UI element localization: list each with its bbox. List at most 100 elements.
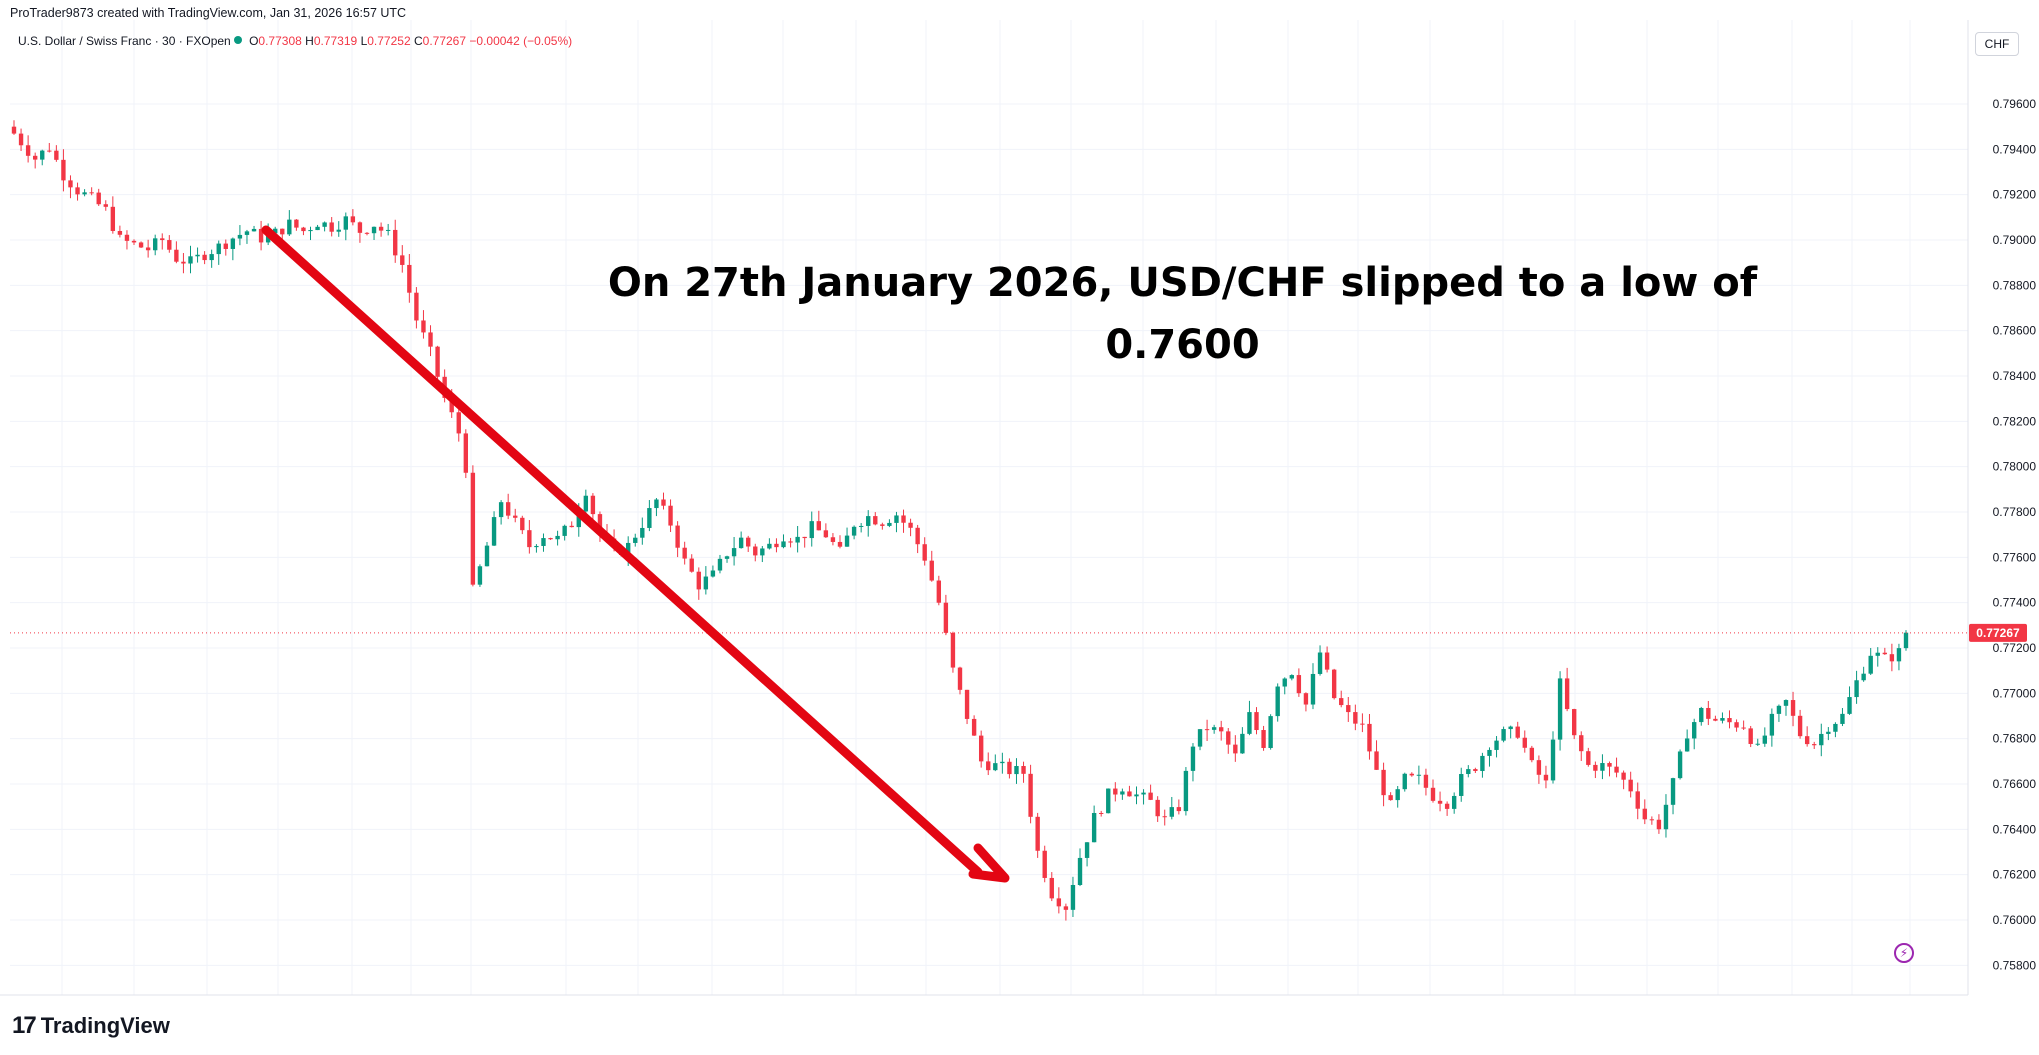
candle[interactable] xyxy=(1734,719,1739,732)
candle[interactable] xyxy=(1204,719,1210,742)
currency-button[interactable]: CHF xyxy=(1975,32,2019,56)
candle[interactable] xyxy=(484,542,490,567)
candle[interactable] xyxy=(760,546,765,563)
candle[interactable] xyxy=(75,182,80,201)
candle[interactable] xyxy=(978,730,984,768)
candle[interactable] xyxy=(11,120,17,135)
candle[interactable] xyxy=(1106,788,1111,814)
candle[interactable] xyxy=(1148,784,1153,801)
candle[interactable] xyxy=(682,541,687,565)
candle[interactable] xyxy=(901,509,906,533)
candle[interactable] xyxy=(400,245,405,273)
candle[interactable] xyxy=(110,196,116,234)
candle[interactable] xyxy=(986,752,991,776)
candle[interactable] xyxy=(1402,772,1407,792)
candle[interactable] xyxy=(957,666,963,695)
candle[interactable] xyxy=(1310,663,1316,710)
candle[interactable] xyxy=(216,240,221,265)
candle[interactable] xyxy=(68,175,73,199)
candle[interactable] xyxy=(1409,772,1415,777)
candle[interactable] xyxy=(1169,796,1174,820)
candle[interactable] xyxy=(774,538,779,553)
candle[interactable] xyxy=(541,533,546,552)
candle[interactable] xyxy=(661,492,666,510)
candle[interactable] xyxy=(96,188,101,206)
candle[interactable] xyxy=(301,226,306,236)
candle[interactable] xyxy=(505,493,511,520)
candle[interactable] xyxy=(717,554,723,574)
candle[interactable] xyxy=(647,500,652,532)
lightning-icon[interactable]: ⚡ xyxy=(1894,943,1914,963)
candle[interactable] xyxy=(788,537,793,548)
candle[interactable] xyxy=(1247,700,1252,736)
candle[interactable] xyxy=(244,229,250,244)
candle[interactable] xyxy=(710,565,716,578)
candle[interactable] xyxy=(124,230,130,250)
candle[interactable] xyxy=(1783,699,1789,716)
candle[interactable] xyxy=(1317,645,1323,676)
candle[interactable] xyxy=(167,235,172,253)
candle[interactable] xyxy=(1692,718,1697,750)
candle[interactable] xyxy=(498,500,504,525)
candle[interactable] xyxy=(1183,767,1189,816)
candle[interactable] xyxy=(1720,712,1725,724)
candle[interactable] xyxy=(1543,765,1549,789)
candle[interactable] xyxy=(1487,747,1492,767)
candle[interactable] xyxy=(1219,720,1224,741)
candle[interactable] xyxy=(943,594,949,636)
candle[interactable] xyxy=(1014,758,1019,784)
candle[interactable] xyxy=(1557,671,1563,751)
candle[interactable] xyxy=(858,523,864,533)
candle[interactable] xyxy=(1600,754,1605,780)
down-trend-arrow[interactable] xyxy=(261,225,1010,883)
candle[interactable] xyxy=(1635,782,1640,820)
candle[interactable] xyxy=(1268,714,1273,750)
candle[interactable] xyxy=(1812,741,1817,749)
candle[interactable] xyxy=(1875,647,1880,667)
candle[interactable] xyxy=(1748,725,1753,748)
candle[interactable] xyxy=(138,241,144,249)
candle[interactable] xyxy=(555,530,560,546)
candle[interactable] xyxy=(1395,786,1400,808)
candle[interactable] xyxy=(1360,713,1365,733)
candle[interactable] xyxy=(54,145,59,162)
candle[interactable] xyxy=(1861,666,1866,682)
candle[interactable] xyxy=(1190,743,1196,782)
candle[interactable] xyxy=(357,221,363,243)
candle[interactable] xyxy=(1141,789,1146,805)
candle[interactable] xyxy=(675,521,680,558)
candle[interactable] xyxy=(950,631,956,673)
candle[interactable] xyxy=(922,537,927,566)
candle[interactable] xyxy=(47,142,52,153)
candle[interactable] xyxy=(308,226,313,241)
candle[interactable] xyxy=(287,210,292,237)
candle[interactable] xyxy=(1882,647,1888,655)
candle[interactable] xyxy=(1889,643,1895,672)
candle[interactable] xyxy=(1437,791,1443,812)
candle[interactable] xyxy=(548,537,553,540)
candle[interactable] xyxy=(1501,726,1506,743)
candle[interactable] xyxy=(887,519,892,528)
candle[interactable] xyxy=(1790,691,1796,727)
candle[interactable] xyxy=(1572,708,1577,740)
candle[interactable] xyxy=(1593,761,1598,779)
candle[interactable] xyxy=(795,525,800,553)
candle[interactable] xyxy=(1099,810,1104,817)
candle[interactable] xyxy=(703,566,709,595)
candle[interactable] xyxy=(322,221,327,232)
candle[interactable] xyxy=(668,499,673,532)
candle[interactable] xyxy=(1473,767,1478,774)
candle[interactable] xyxy=(414,287,419,329)
candle[interactable] xyxy=(1840,708,1845,727)
candle[interactable] xyxy=(1494,736,1499,758)
candle[interactable] xyxy=(837,535,843,549)
candle[interactable] xyxy=(103,200,108,211)
candle[interactable] xyxy=(583,489,589,515)
candle[interactable] xyxy=(1896,643,1902,671)
candlesticks[interactable] xyxy=(11,120,1909,921)
candle[interactable] xyxy=(894,511,899,533)
candle[interactable] xyxy=(82,189,87,197)
candle[interactable] xyxy=(1254,707,1259,735)
candle[interactable] xyxy=(470,465,476,587)
candle[interactable] xyxy=(1868,647,1873,676)
